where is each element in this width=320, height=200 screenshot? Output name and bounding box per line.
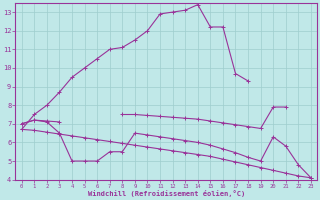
- X-axis label: Windchill (Refroidissement éolien,°C): Windchill (Refroidissement éolien,°C): [88, 190, 245, 197]
